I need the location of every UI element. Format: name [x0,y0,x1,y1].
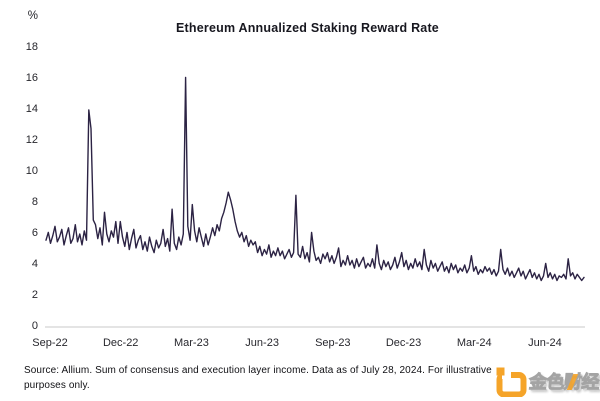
reward-rate-series-line [45,76,585,282]
watermark-brand-text: 金色财经 [528,372,600,393]
y-tick-label-8: 8 [31,196,38,208]
jinse-finance-watermark: 金色财经 [496,367,600,397]
source-note-line2: purposes only. [24,380,90,391]
source-note: Source: Allium. Sum of consensus and exe… [24,363,564,393]
x-tick-label-Sep-22: Sep-22 [32,337,68,349]
y-tick-label-0: 0 [31,320,38,332]
x-tick-label-Jun-24: Jun-24 [528,337,562,349]
y-tick-label-12: 12 [25,134,38,146]
y-tick-label-4: 4 [31,258,38,270]
y-axis-unit-label: % [27,10,38,22]
y-tick-label-2: 2 [31,289,38,301]
x-tick-label-Dec-22: Dec-22 [102,337,139,349]
chart-title: Ethereum Annualized Staking Reward Rate [176,21,439,35]
y-tick-label-14: 14 [25,103,38,115]
watermark-text-wrap: 金色财经 [528,367,600,397]
x-tick-label-Sep-23: Sep-23 [315,337,351,349]
y-tick-label-16: 16 [25,72,38,84]
x-tick-label-Jun-23: Jun-23 [245,337,279,349]
y-tick-label-6: 6 [31,227,38,239]
x-tick-label-Mar-23: Mar-23 [173,337,209,349]
x-tick-label-Dec-23: Dec-23 [385,337,422,349]
jinse-coin-logo-icon [496,367,527,397]
y-tick-label-18: 18 [25,41,38,53]
source-note-line1: Source: Allium. Sum of consensus and exe… [24,365,492,376]
y-tick-label-10: 10 [25,165,38,177]
x-tick-label-Mar-24: Mar-24 [456,337,492,349]
